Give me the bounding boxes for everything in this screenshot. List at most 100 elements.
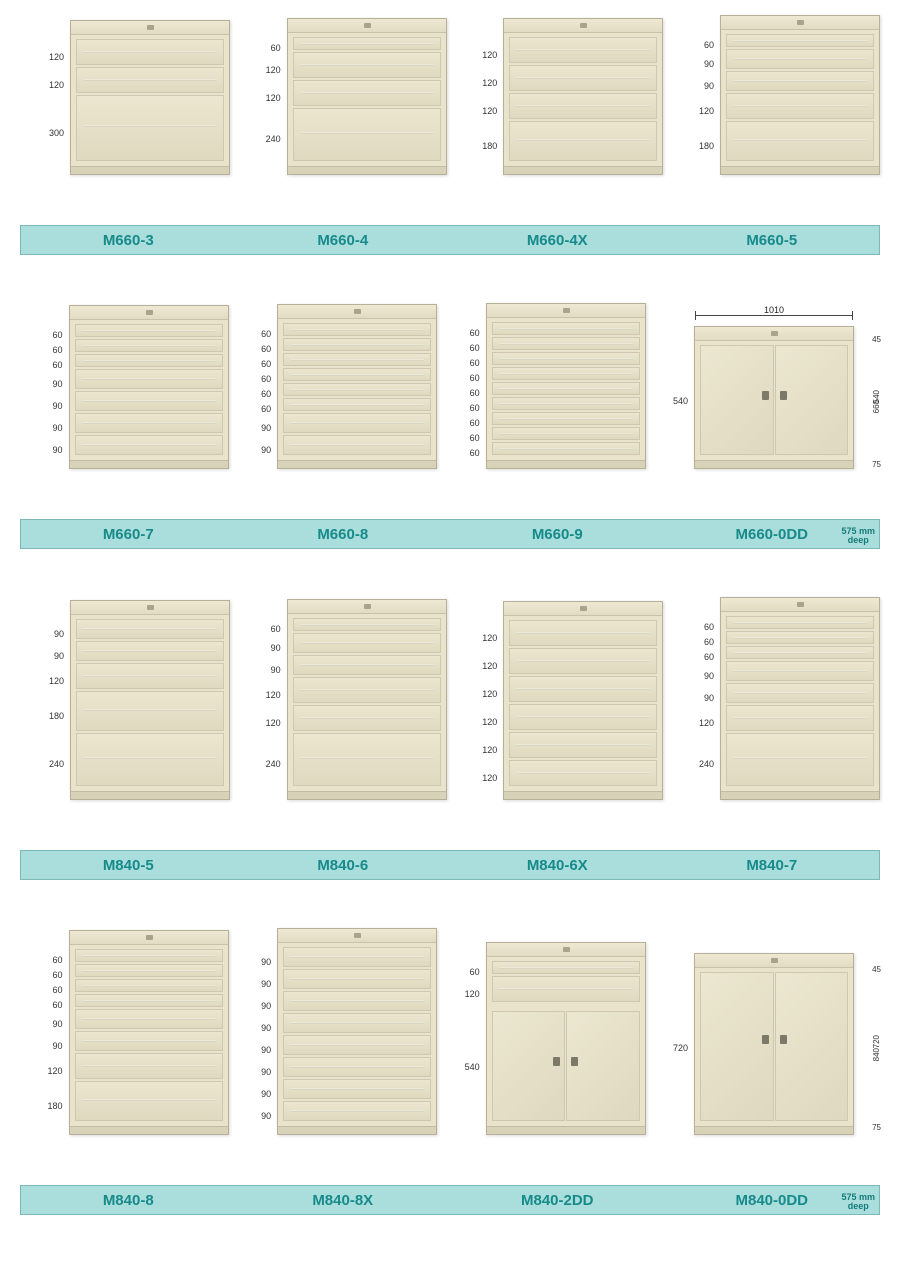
cabinet: 10104554066075: [694, 326, 854, 469]
drawer-height-label: 60: [259, 41, 281, 56]
drawer: [283, 1079, 431, 1099]
cabinet-door: [700, 972, 774, 1121]
drawer-height-label: 60: [41, 328, 63, 343]
drawer: [75, 339, 223, 352]
drawer-height-label: 90: [249, 951, 271, 973]
right-dimension-value: 45: [872, 335, 881, 344]
cabinet-doors: [695, 341, 853, 460]
drawer-height-labels: 6060609090120240: [692, 620, 720, 800]
drawer: [75, 391, 223, 411]
drawer-height-label: 60: [259, 622, 281, 637]
drawer: [283, 435, 431, 455]
lock-icon: [354, 933, 361, 938]
drawer: [283, 353, 431, 366]
drawer-height-label: 60: [458, 371, 480, 386]
drawer: [283, 1101, 431, 1121]
cabinet-top: [70, 306, 228, 320]
drawer: [293, 705, 441, 731]
model-label: M840-8X: [236, 1192, 451, 1209]
cabinet-base: [71, 791, 229, 799]
drawer-height-label: 180: [41, 1085, 63, 1127]
drawer: [726, 49, 874, 69]
drawer: [75, 354, 223, 367]
drawer-height-label: 120: [475, 736, 497, 764]
model-label: M660-8: [236, 526, 451, 543]
lock-icon: [580, 606, 587, 611]
drawer: [509, 37, 657, 63]
cabinet-top: [504, 602, 662, 616]
drawer-height-labels: 9090120180240: [42, 623, 70, 800]
drawer-height-label: 60: [458, 965, 480, 980]
drawer-height-label: 120: [475, 97, 497, 125]
cabinet-top: [71, 21, 229, 35]
cabinet-top: [70, 931, 228, 945]
cabinet-base: [504, 166, 662, 174]
drawer: [75, 979, 223, 992]
cabinet-top: [487, 943, 645, 957]
dimension-line: [695, 315, 853, 316]
cabinet: [70, 600, 230, 800]
drawer: [293, 633, 441, 653]
cabinet-cell: 7204572084075: [646, 953, 880, 1135]
door-height-label: 720: [666, 969, 688, 1127]
drawer-height-label: 90: [692, 75, 714, 97]
depth-note: 575 mmdeep: [841, 1193, 875, 1213]
drawer-stack: [70, 320, 228, 460]
right-dimension-value: 720: [872, 1035, 881, 1048]
drawer: [283, 368, 431, 381]
cabinet: [720, 15, 880, 175]
drawer-height-label: 120: [475, 41, 497, 69]
cabinet-base: [695, 460, 853, 468]
drawer: [726, 631, 874, 644]
drawer-height-label: 90: [41, 373, 63, 395]
drawer: [76, 619, 224, 639]
drawer-height-label: 60: [458, 431, 480, 446]
drawer: [509, 760, 657, 786]
drawer-height-labels: 540: [666, 342, 694, 469]
drawer-height-label: 60: [249, 357, 271, 372]
drawer-height-label: 60: [692, 620, 714, 635]
model-label: M840-2DD: [450, 1192, 665, 1209]
lock-icon: [364, 23, 371, 28]
drawer-height-label: 90: [41, 1013, 63, 1035]
drawer-height-label: 60: [41, 968, 63, 983]
lock-icon: [563, 947, 570, 952]
drawer: [492, 976, 640, 1002]
drawer: [283, 1013, 431, 1033]
drawer-height-label: 60: [458, 341, 480, 356]
cabinet-top: [487, 304, 645, 318]
drawer: [492, 352, 640, 365]
model-label: M660-9: [450, 526, 665, 543]
drawer-stack: [487, 957, 645, 1007]
drawer-height-labels: 606060606060606060: [458, 326, 486, 469]
drawer-height-label: 60: [692, 650, 714, 665]
drawer-height-label: 120: [475, 69, 497, 97]
drawer-height-label: 60: [41, 998, 63, 1013]
drawer: [283, 991, 431, 1011]
drawer-height-label: 90: [692, 665, 714, 687]
drawer-height-label: 60: [458, 446, 480, 461]
drawer: [509, 732, 657, 758]
model-label: M660-0DD575 mmdeep: [665, 526, 880, 543]
cabinet-door: [566, 1011, 640, 1121]
cabinet-cell: 606060606060606060: [437, 303, 646, 469]
drawer: [726, 646, 874, 659]
lock-icon: [771, 331, 778, 336]
drawer-height-label: 120: [475, 708, 497, 736]
drawer-height-label: 120: [259, 681, 281, 709]
cabinet-base: [504, 791, 662, 799]
drawer-height-label: 90: [259, 637, 281, 659]
lock-icon: [147, 605, 154, 610]
cabinet: [69, 930, 229, 1135]
cabinet-cell: 60120120240: [237, 18, 447, 175]
model-label: M840-0DD575 mmdeep: [665, 1192, 880, 1209]
drawer-height-label: 120: [692, 709, 714, 737]
drawer: [509, 620, 657, 646]
door-height-label: 540: [458, 1008, 480, 1127]
drawer-stack: [288, 614, 446, 791]
drawer-height-label: 180: [42, 695, 64, 737]
drawer-height-label: 90: [249, 973, 271, 995]
drawer: [75, 435, 223, 455]
cabinet-door: [700, 345, 774, 455]
drawer-height-labels: 60606090909090: [41, 328, 69, 469]
